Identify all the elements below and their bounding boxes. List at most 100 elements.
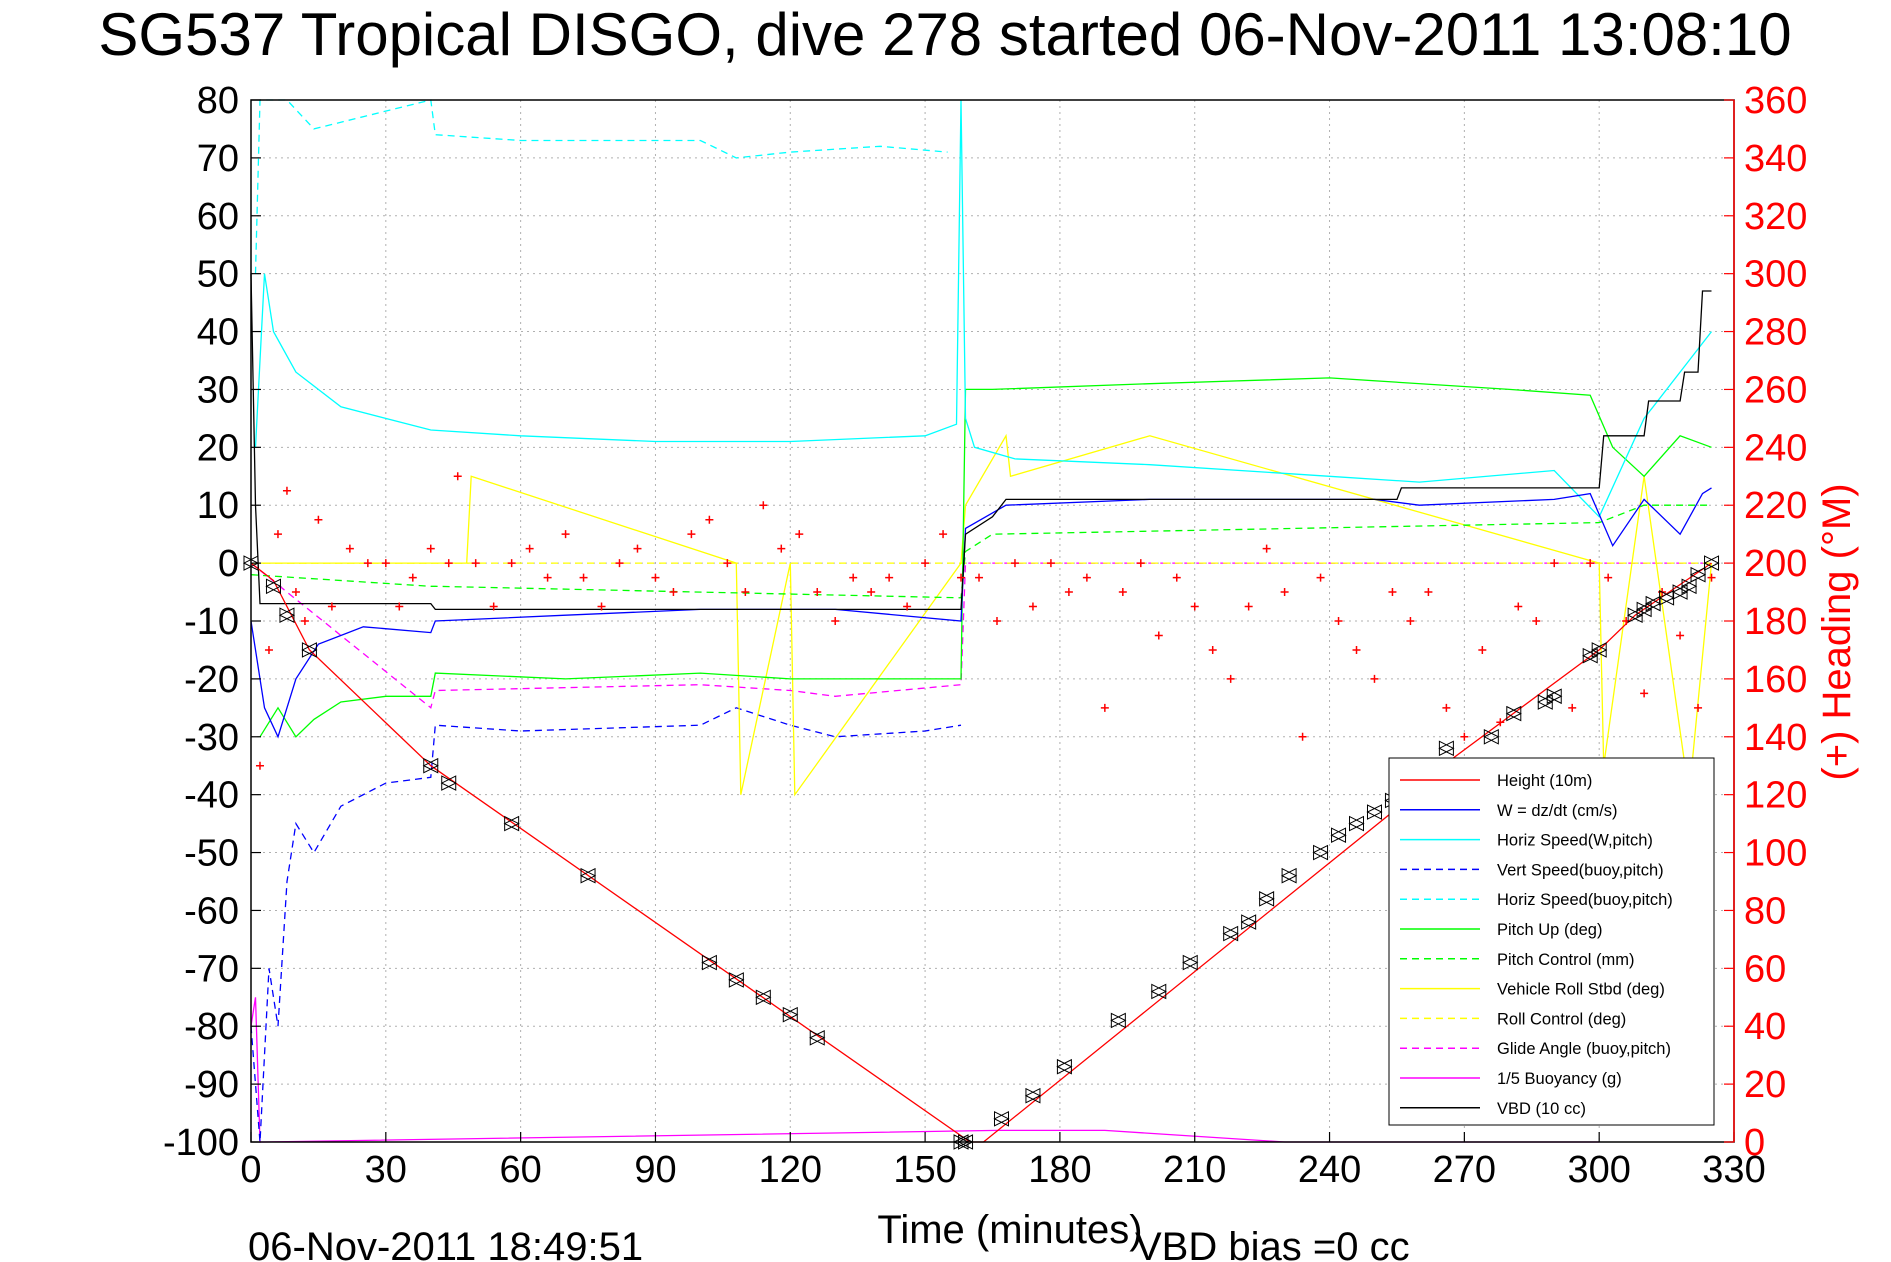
heading-point — [741, 588, 750, 597]
heading-point — [1676, 631, 1685, 640]
y2-tick-label: 40 — [1744, 1006, 1786, 1048]
heading-point — [1622, 617, 1631, 625]
depth-marker — [701, 954, 718, 971]
legend-label-0: Height (10m) — [1497, 772, 1592, 790]
heading-point — [921, 559, 930, 568]
depth-marker — [1591, 642, 1608, 658]
heading-point — [1064, 588, 1073, 597]
y-tick-label: 60 — [197, 196, 239, 238]
series-line-3 — [250, 707, 962, 1143]
y2-tick-label: 260 — [1744, 369, 1807, 411]
heading-point — [597, 602, 606, 611]
heading-point — [795, 530, 804, 539]
heading-point — [1388, 588, 1397, 597]
series-line-9 — [250, 562, 1712, 709]
depth-marker — [993, 1111, 1010, 1127]
depth-marker — [278, 607, 296, 624]
heading-point — [849, 573, 858, 582]
heading-point — [426, 544, 435, 553]
heading-point — [300, 617, 309, 625]
heading-point — [777, 544, 786, 553]
x-axis-ticks: 0 30 60 90 120 150 180 210 240 270 300 330 — [240, 1132, 1766, 1191]
y-tick-label: -30 — [184, 717, 239, 759]
y2-tick-label: 60 — [1744, 948, 1786, 990]
heading-markers — [255, 472, 1716, 770]
heading-point — [939, 530, 948, 539]
heading-point — [957, 573, 966, 582]
depth-marker — [1703, 555, 1720, 571]
heading-point — [813, 588, 822, 597]
heading-point — [1280, 588, 1289, 597]
y-tick-label: -60 — [184, 890, 239, 932]
legend-label-7: Vehicle Roll Stbd (deg) — [1497, 981, 1665, 999]
y-tick-label: -90 — [184, 1064, 239, 1106]
y-tick-label: 10 — [197, 485, 239, 527]
x-tick-label: 0 — [240, 1149, 261, 1191]
x-tick-label: 240 — [1298, 1149, 1361, 1191]
y2-tick-label: 180 — [1744, 601, 1807, 643]
depth-marker — [1505, 705, 1522, 722]
heading-point — [543, 573, 552, 582]
x-tick-label: 90 — [634, 1149, 676, 1191]
heading-point — [1694, 703, 1703, 712]
y-tick-label: -20 — [184, 659, 239, 701]
heading-point — [273, 530, 282, 539]
heading-point — [687, 530, 696, 539]
heading-point — [1640, 689, 1649, 698]
heading-point — [314, 515, 323, 524]
heading-point — [525, 544, 534, 553]
legend-label-5: Pitch Up (deg) — [1497, 921, 1602, 939]
heading-point — [471, 559, 480, 568]
y2-tick-label: 300 — [1744, 254, 1807, 296]
legend-box — [1388, 757, 1715, 1126]
y2-tick-label: 80 — [1744, 890, 1786, 932]
heading-point — [1298, 732, 1307, 741]
depth-marker — [1240, 914, 1257, 930]
depth-marker — [422, 757, 439, 774]
heading-point — [561, 530, 570, 539]
depth-marker — [301, 642, 318, 658]
heading-point — [1496, 718, 1505, 727]
heading-point — [579, 573, 588, 582]
depth-marker — [1024, 1087, 1042, 1104]
depth-marker — [809, 1029, 826, 1046]
heading-point — [1460, 732, 1469, 741]
depth-marker — [1348, 815, 1365, 832]
depth-marker — [1636, 601, 1653, 618]
depth-marker — [1582, 647, 1599, 664]
y2-tick-label: 240 — [1744, 427, 1807, 469]
heading-point — [453, 472, 462, 481]
y-tick-label: -70 — [184, 948, 239, 990]
heading-point — [444, 559, 453, 568]
y2-tick-label: 340 — [1744, 138, 1807, 180]
heading-point — [1442, 703, 1451, 712]
depth-marker — [1258, 891, 1275, 907]
y-tick-label: 70 — [197, 138, 239, 180]
depth-marker — [1438, 740, 1455, 757]
y2-tick-label: 280 — [1744, 312, 1807, 354]
heading-point — [1568, 703, 1577, 712]
heading-point — [255, 761, 264, 770]
series-line-4 — [254, 99, 948, 274]
depth-marker — [1658, 590, 1675, 606]
heading-point — [1316, 573, 1325, 582]
heading-point — [1478, 645, 1487, 654]
y-tick-label: -40 — [184, 775, 239, 817]
depth-marker — [1644, 595, 1662, 612]
y2-tick-label: 120 — [1744, 775, 1807, 817]
y2-tick-label: 20 — [1744, 1064, 1786, 1106]
heading-point — [831, 617, 840, 625]
y-tick-label: 40 — [197, 312, 239, 354]
depth-marker — [1056, 1058, 1073, 1075]
heading-point — [1100, 703, 1109, 712]
y2-tick-label: 360 — [1744, 80, 1807, 122]
depth-marker — [1330, 827, 1347, 843]
chart-title: SG537 Tropical DISGO, dive 278 started 0… — [98, 1, 1791, 68]
legend-label-6: Pitch Control (mm) — [1497, 951, 1635, 969]
y-axis-ticks: 80 70 60 50 40 30 20 10 0 -10 -20 -30 -40 -50 -60 -70 -8… — [163, 80, 261, 1164]
depth-marker — [265, 578, 282, 595]
heading-point — [345, 544, 354, 553]
depth-marker — [1366, 804, 1383, 820]
y-tick-label: -100 — [163, 1122, 239, 1164]
heading-point — [381, 559, 390, 568]
